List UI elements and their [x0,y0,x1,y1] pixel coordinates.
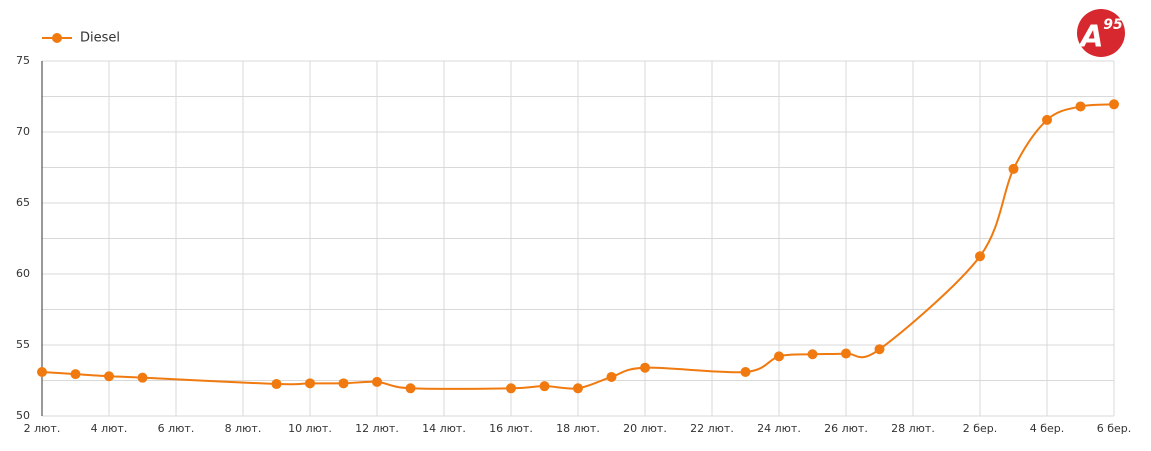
data-point [37,366,47,377]
data-point [1109,99,1119,110]
x-tick-label: 24 лют. [757,422,801,435]
data-point [807,349,818,360]
x-tick-label: 10 лют. [288,422,332,435]
logo-letter: A [1078,20,1103,55]
x-tick-label: 2 лют. [24,422,61,435]
data-point [1042,114,1052,125]
data-point [271,379,282,390]
y-tick-label: 75 [16,54,30,67]
logo: A 95 [1077,9,1125,57]
data-point [841,348,851,359]
data-point [305,378,315,389]
data-point [70,369,81,380]
y-tick-label: 55 [16,338,30,351]
data-point [874,344,885,355]
data-point [104,371,114,382]
x-tick-label: 26 лют. [824,422,868,435]
x-tick-label: 2 бер. [963,422,998,435]
x-tick-label: 8 лют. [225,422,262,435]
x-tick-label: 18 лют. [556,422,600,435]
data-point [640,362,650,373]
x-tick-label: 4 бер. [1030,422,1065,435]
y-tick-label: 50 [16,409,30,422]
data-point [539,381,550,392]
data-point [1075,101,1086,112]
data-point [506,383,516,394]
data-point [774,351,784,362]
x-tick-label: 22 лют. [690,422,734,435]
data-point [137,372,148,383]
logo-sup: 95 [1103,17,1123,33]
data-point [573,383,583,394]
data-point [338,378,349,389]
x-tick-label: 4 лют. [91,422,128,435]
y-tick-label: 65 [16,196,30,209]
y-tick-label: 70 [16,125,30,138]
x-tick-label: 28 лют. [891,422,935,435]
x-tick-label: 12 лют. [355,422,399,435]
x-tick-label: 20 лют. [623,422,667,435]
x-tick-label: 6 лют. [158,422,195,435]
data-point [975,251,985,262]
x-tick-label: 6 бер. [1097,422,1132,435]
y-tick-label: 60 [16,267,30,280]
data-point [740,366,751,377]
legend-label: Diesel [80,31,120,46]
x-tick-label: 14 лют. [422,422,466,435]
data-point [372,376,382,387]
data-point [1008,163,1019,174]
data-point [606,371,617,382]
x-tick-label: 16 лют. [489,422,533,435]
logo-circle [1077,9,1125,57]
data-point [405,383,416,394]
legend-marker [52,33,62,43]
